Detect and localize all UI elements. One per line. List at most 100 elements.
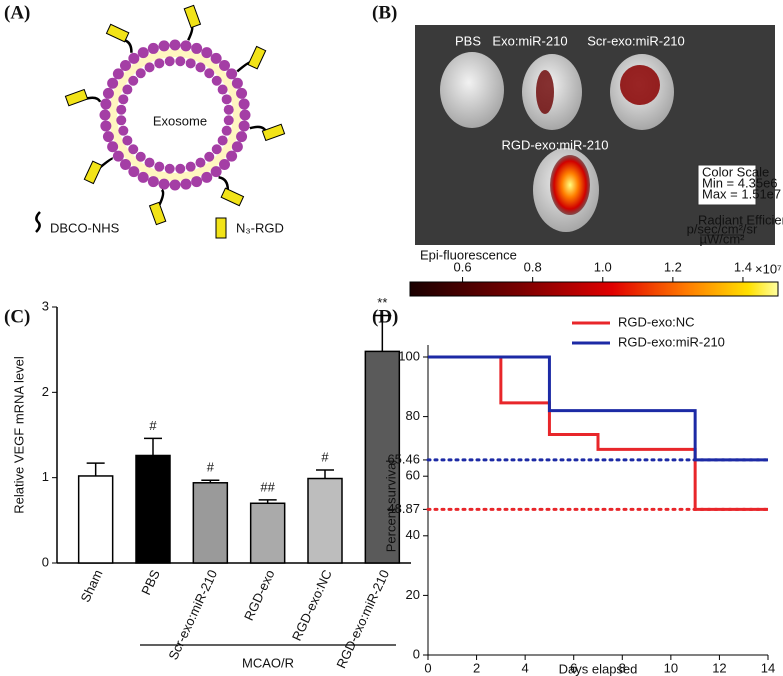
lipid-head [169,39,181,51]
x-tick-label: RGD-exo [241,567,277,622]
lipid-head [137,47,149,59]
rgd [105,23,130,43]
panel-label: (C) [4,306,30,327]
group-label: RGD-exo:miR-210 [502,137,609,152]
bar [364,350,401,564]
lipid-head [191,42,203,54]
units-title: Radiant Efficiency [698,212,783,227]
linker [157,188,165,207]
y-tick-label: 48.87 [387,501,420,516]
lipid-head [231,77,243,89]
y-tick-label: 100 [398,348,420,363]
y-tick-label: 0 [413,646,420,661]
lipid-head [223,115,234,126]
exosome-label: Exosome [153,113,207,128]
lipid-head [236,131,248,143]
signal [550,155,590,215]
lipid-head [175,163,186,174]
lipid-head [195,62,206,73]
lipid-head [238,98,250,110]
panel-label: (D) [372,306,398,327]
lipid-head [99,109,111,121]
lipid-head [116,115,127,126]
rgd [247,45,267,70]
lipid-head [201,171,213,183]
lipid-head [120,60,132,72]
lipid-head [204,68,215,79]
rgd [64,88,89,107]
lumen [117,57,233,173]
lipid-head [135,68,146,79]
annotation: ** [377,295,387,310]
rgd [183,4,202,29]
linker-icon [35,211,41,233]
lipid-head [226,68,238,80]
lipid-head [118,94,129,105]
lipid-head [154,58,165,69]
lipid-head [195,157,206,168]
lipid-head [238,120,250,132]
linker [218,176,230,191]
lipid-head [185,58,196,69]
legend-label: RGD-exo:NC [618,314,695,329]
colorbar-tick-label: 0.6 [454,259,472,274]
lipid-head [169,179,181,191]
signal [536,70,554,114]
lipid-head [211,75,222,86]
lipid-head [112,150,124,162]
bar [249,502,286,564]
annotation: ## [260,479,275,494]
rgd [83,160,103,185]
x-tick-label: 12 [712,660,726,675]
x-tick-label: Scr-exo:miR-210 [165,567,220,662]
x-tick-label: 0 [424,660,431,675]
lipid-head [191,176,203,188]
lipid-head [120,158,132,170]
lipid-head [154,161,165,172]
lipid-head [118,125,129,136]
y-tick-label: 40 [406,527,420,542]
lipid-head [158,40,170,52]
lipid-head [221,94,232,105]
rgd-icon [215,217,227,239]
colorbar-ticks: 0.6 0.8 1.0 1.2 1.4 [454,259,752,282]
x-tick-label: RGD-exo:NC [289,567,335,643]
units-den: µW/cm² [699,231,745,246]
x-tick-label: Sham [78,567,106,604]
group-label: MCAO/R [242,655,294,670]
y-tick-label: 1 [42,469,49,484]
bar [307,477,343,564]
rgd [148,201,167,226]
colorbar-multiplier: ×10⁷ [755,261,782,276]
y-axis-label: Percent survival [383,460,398,553]
lipid-head [164,163,175,174]
lipid-head [147,42,159,54]
bar [135,454,171,564]
survival-line [428,355,768,462]
x-tick-label: 10 [664,660,678,675]
y-tick-label: 3 [42,298,49,313]
x-tick-label: 4 [522,660,529,675]
lipid-head [107,141,119,153]
lipid-head [128,144,139,155]
annotation: # [207,460,215,475]
x-tick-label: PBS [138,567,163,597]
lipid-head [239,109,251,121]
legend-label: DBCO-NHS [50,220,120,235]
lipid-head [218,158,230,170]
x-tick-label: 2 [473,660,480,675]
bar [192,482,229,564]
lipid-head [137,171,149,183]
signal [620,65,660,105]
y-tick-label: 80 [406,408,420,423]
lipid-head [180,178,192,190]
lipid-head [122,84,133,95]
survival-line [428,355,768,511]
units-num: p/sec/cm²/sr [687,221,758,236]
lipid-head [122,135,133,146]
y-axis-label: Relative VEGF mRNA level [11,356,26,514]
y-tick-label: 0 [42,554,49,569]
lipid-head [100,120,112,132]
legend-label: RGD-exo:miR-210 [618,334,725,349]
